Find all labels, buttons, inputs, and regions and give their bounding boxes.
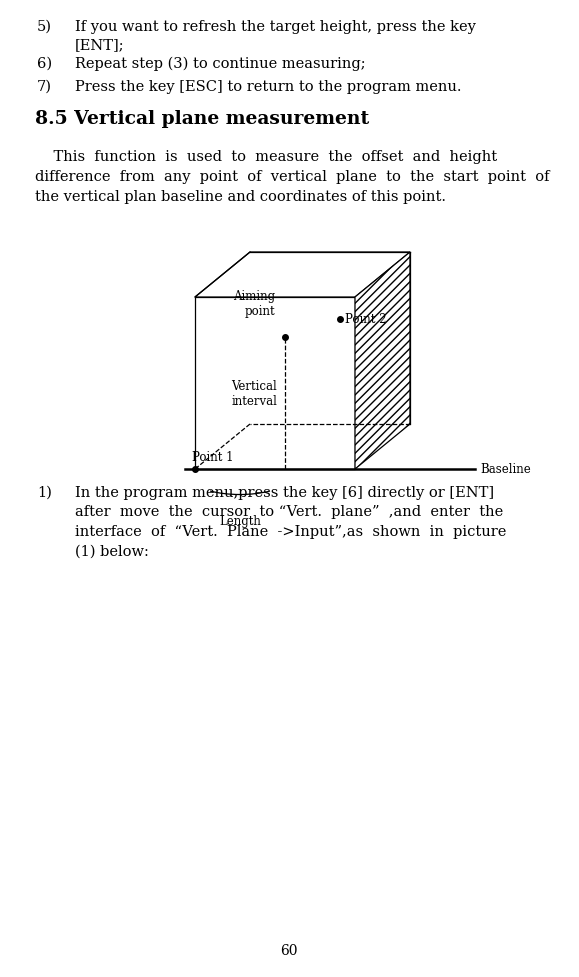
- Polygon shape: [195, 298, 355, 470]
- Text: 7): 7): [37, 80, 52, 94]
- Text: 5): 5): [37, 20, 52, 34]
- Text: 8.5 Vertical plane measurement: 8.5 Vertical plane measurement: [35, 109, 369, 128]
- Text: 60: 60: [280, 943, 298, 957]
- Text: Baseline: Baseline: [480, 463, 531, 476]
- Polygon shape: [195, 253, 410, 298]
- Text: 1): 1): [37, 486, 52, 499]
- Text: Repeat step (3) to continue measuring;: Repeat step (3) to continue measuring;: [75, 57, 365, 71]
- Text: This  function  is  used  to  measure  the  offset  and  height
difference  from: This function is used to measure the off…: [35, 149, 549, 204]
- Text: Point 1: Point 1: [192, 450, 233, 463]
- Text: Point 2: Point 2: [345, 314, 387, 326]
- Text: 6): 6): [37, 57, 52, 71]
- Text: Vertical
interval: Vertical interval: [231, 380, 277, 407]
- Text: Press the key [ESC] to return to the program menu.: Press the key [ESC] to return to the pro…: [75, 80, 461, 94]
- Text: Aiming
point: Aiming point: [233, 290, 275, 318]
- Polygon shape: [355, 253, 410, 470]
- Text: If you want to refresh the target height, press the key
[ENT];: If you want to refresh the target height…: [75, 20, 476, 53]
- Text: Length: Length: [219, 515, 261, 528]
- Text: In the program menu,press the key [6] directly or [ENT]
after  move  the  cursor: In the program menu,press the key [6] di…: [75, 486, 507, 558]
